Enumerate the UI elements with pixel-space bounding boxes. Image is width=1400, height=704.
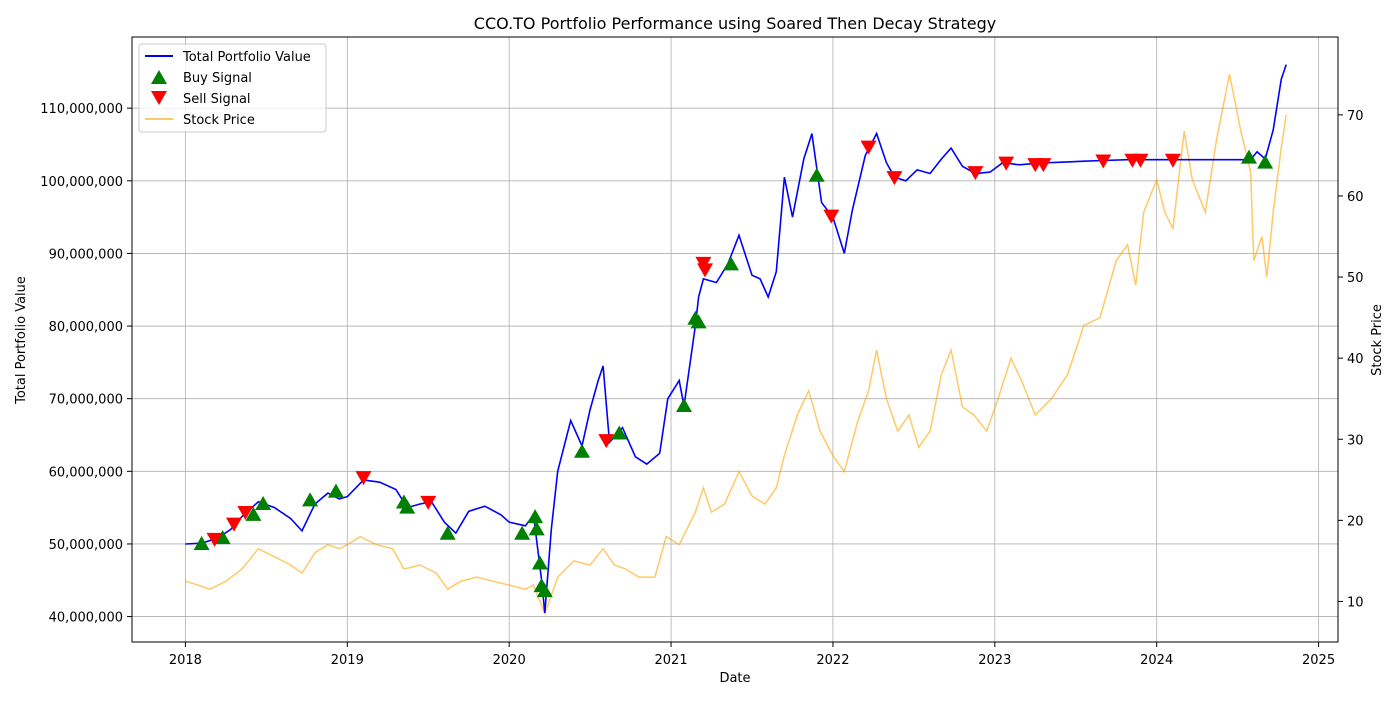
marker-layer	[193, 140, 1274, 598]
sell-signal-marker	[1035, 158, 1052, 173]
series-layer	[185, 64, 1287, 616]
legend-stock-label: Stock Price	[183, 113, 255, 128]
y-right-tick-label: 70	[1347, 109, 1364, 124]
buy-signal-marker	[439, 525, 456, 540]
legend-buy-label: Buy Signal	[183, 71, 252, 86]
buy-signal-marker	[690, 314, 707, 329]
buy-signal-marker	[722, 256, 739, 271]
stock-price-line	[185, 74, 1287, 616]
buy-signal-marker	[676, 397, 693, 412]
buy-signal-marker	[214, 530, 231, 545]
y-left-tick-label: 100,000,000	[40, 175, 123, 190]
buy-signal-marker	[1240, 149, 1257, 164]
y-axis-right-label: Stock Price	[1370, 304, 1385, 376]
x-tick-label: 2020	[493, 653, 526, 668]
y-right-tick-label: 30	[1347, 433, 1364, 448]
buy-signal-marker	[574, 443, 591, 458]
x-tick-label: 2021	[655, 653, 688, 668]
y-right-tick-label: 20	[1347, 514, 1364, 529]
sell-signal-marker	[420, 495, 437, 510]
sell-signal-marker	[860, 140, 877, 155]
sell-signal-marker	[886, 171, 903, 186]
x-tick-label: 2024	[1140, 653, 1173, 668]
y-left-tick-label: 50,000,000	[49, 538, 123, 553]
buy-signal-marker	[536, 583, 553, 598]
x-tick-label: 2022	[816, 653, 849, 668]
x-tick-label: 2018	[169, 653, 202, 668]
sell-signal-marker	[355, 471, 372, 486]
buy-signal-marker	[245, 506, 262, 521]
y-right-tick-label: 40	[1347, 352, 1364, 367]
y-left-tick-label: 70,000,000	[49, 393, 123, 408]
buy-signal-marker	[514, 525, 531, 540]
legend-box	[138, 43, 327, 133]
x-tick-label: 2019	[331, 653, 364, 668]
y-left-tick-label: 90,000,000	[49, 247, 123, 262]
sell-signal-marker	[206, 532, 223, 547]
sell-signal-marker	[998, 156, 1015, 171]
x-tick-label: 2025	[1302, 653, 1335, 668]
chart-title: CCO.TO Portfolio Performance using Soare…	[474, 14, 996, 33]
plot-frame	[131, 36, 1339, 643]
legend-buy-swatch	[151, 70, 167, 84]
buy-signal-marker	[528, 521, 545, 536]
grid-layer	[132, 37, 1338, 642]
buy-signal-marker	[327, 483, 344, 498]
buy-signal-marker	[527, 509, 544, 524]
sell-signal-marker	[598, 434, 615, 449]
y-left-tick-label: 60,000,000	[49, 465, 123, 480]
buy-signal-marker	[193, 535, 210, 550]
sell-signal-marker	[967, 166, 984, 181]
buy-signal-marker	[1257, 154, 1274, 169]
y-right-tick-label: 60	[1347, 190, 1364, 205]
sell-signal-marker	[237, 505, 254, 520]
sell-signal-marker	[1095, 154, 1112, 169]
y-left-tick-label: 40,000,000	[49, 611, 123, 626]
sell-signal-marker	[697, 263, 714, 278]
buy-signal-marker	[302, 492, 319, 507]
legend-sell-swatch	[151, 91, 167, 105]
portfolio-value-line	[185, 64, 1287, 613]
y-axis-left-label: Total Portfolio Value	[14, 276, 29, 405]
buy-signal-marker	[255, 496, 272, 511]
x-axis-label: Date	[719, 671, 750, 686]
sell-signal-marker	[823, 209, 840, 224]
sell-signal-marker	[1164, 153, 1181, 168]
buy-signal-marker	[808, 167, 825, 182]
sell-signal-marker	[225, 517, 242, 532]
y-left-tick-label: 110,000,000	[40, 102, 123, 117]
legend-portfolio-label: Total Portfolio Value	[182, 50, 311, 65]
axis-layer: 2018 2019 2020 2021 2022 2023 2024 2025 40,000,0…	[40, 102, 1363, 668]
legend-sell-label: Sell Signal	[183, 92, 251, 107]
y-right-tick-label: 50	[1347, 271, 1364, 286]
x-tick-label: 2023	[978, 653, 1011, 668]
buy-signal-marker	[611, 425, 628, 440]
sell-signal-marker	[1132, 153, 1149, 168]
buy-signal-marker	[531, 555, 548, 570]
y-left-tick-label: 80,000,000	[49, 320, 123, 335]
legend: Total Portfolio Value Buy Signal Sell Si…	[138, 43, 327, 133]
buy-signal-marker	[399, 499, 416, 514]
y-right-tick-label: 10	[1347, 595, 1364, 610]
